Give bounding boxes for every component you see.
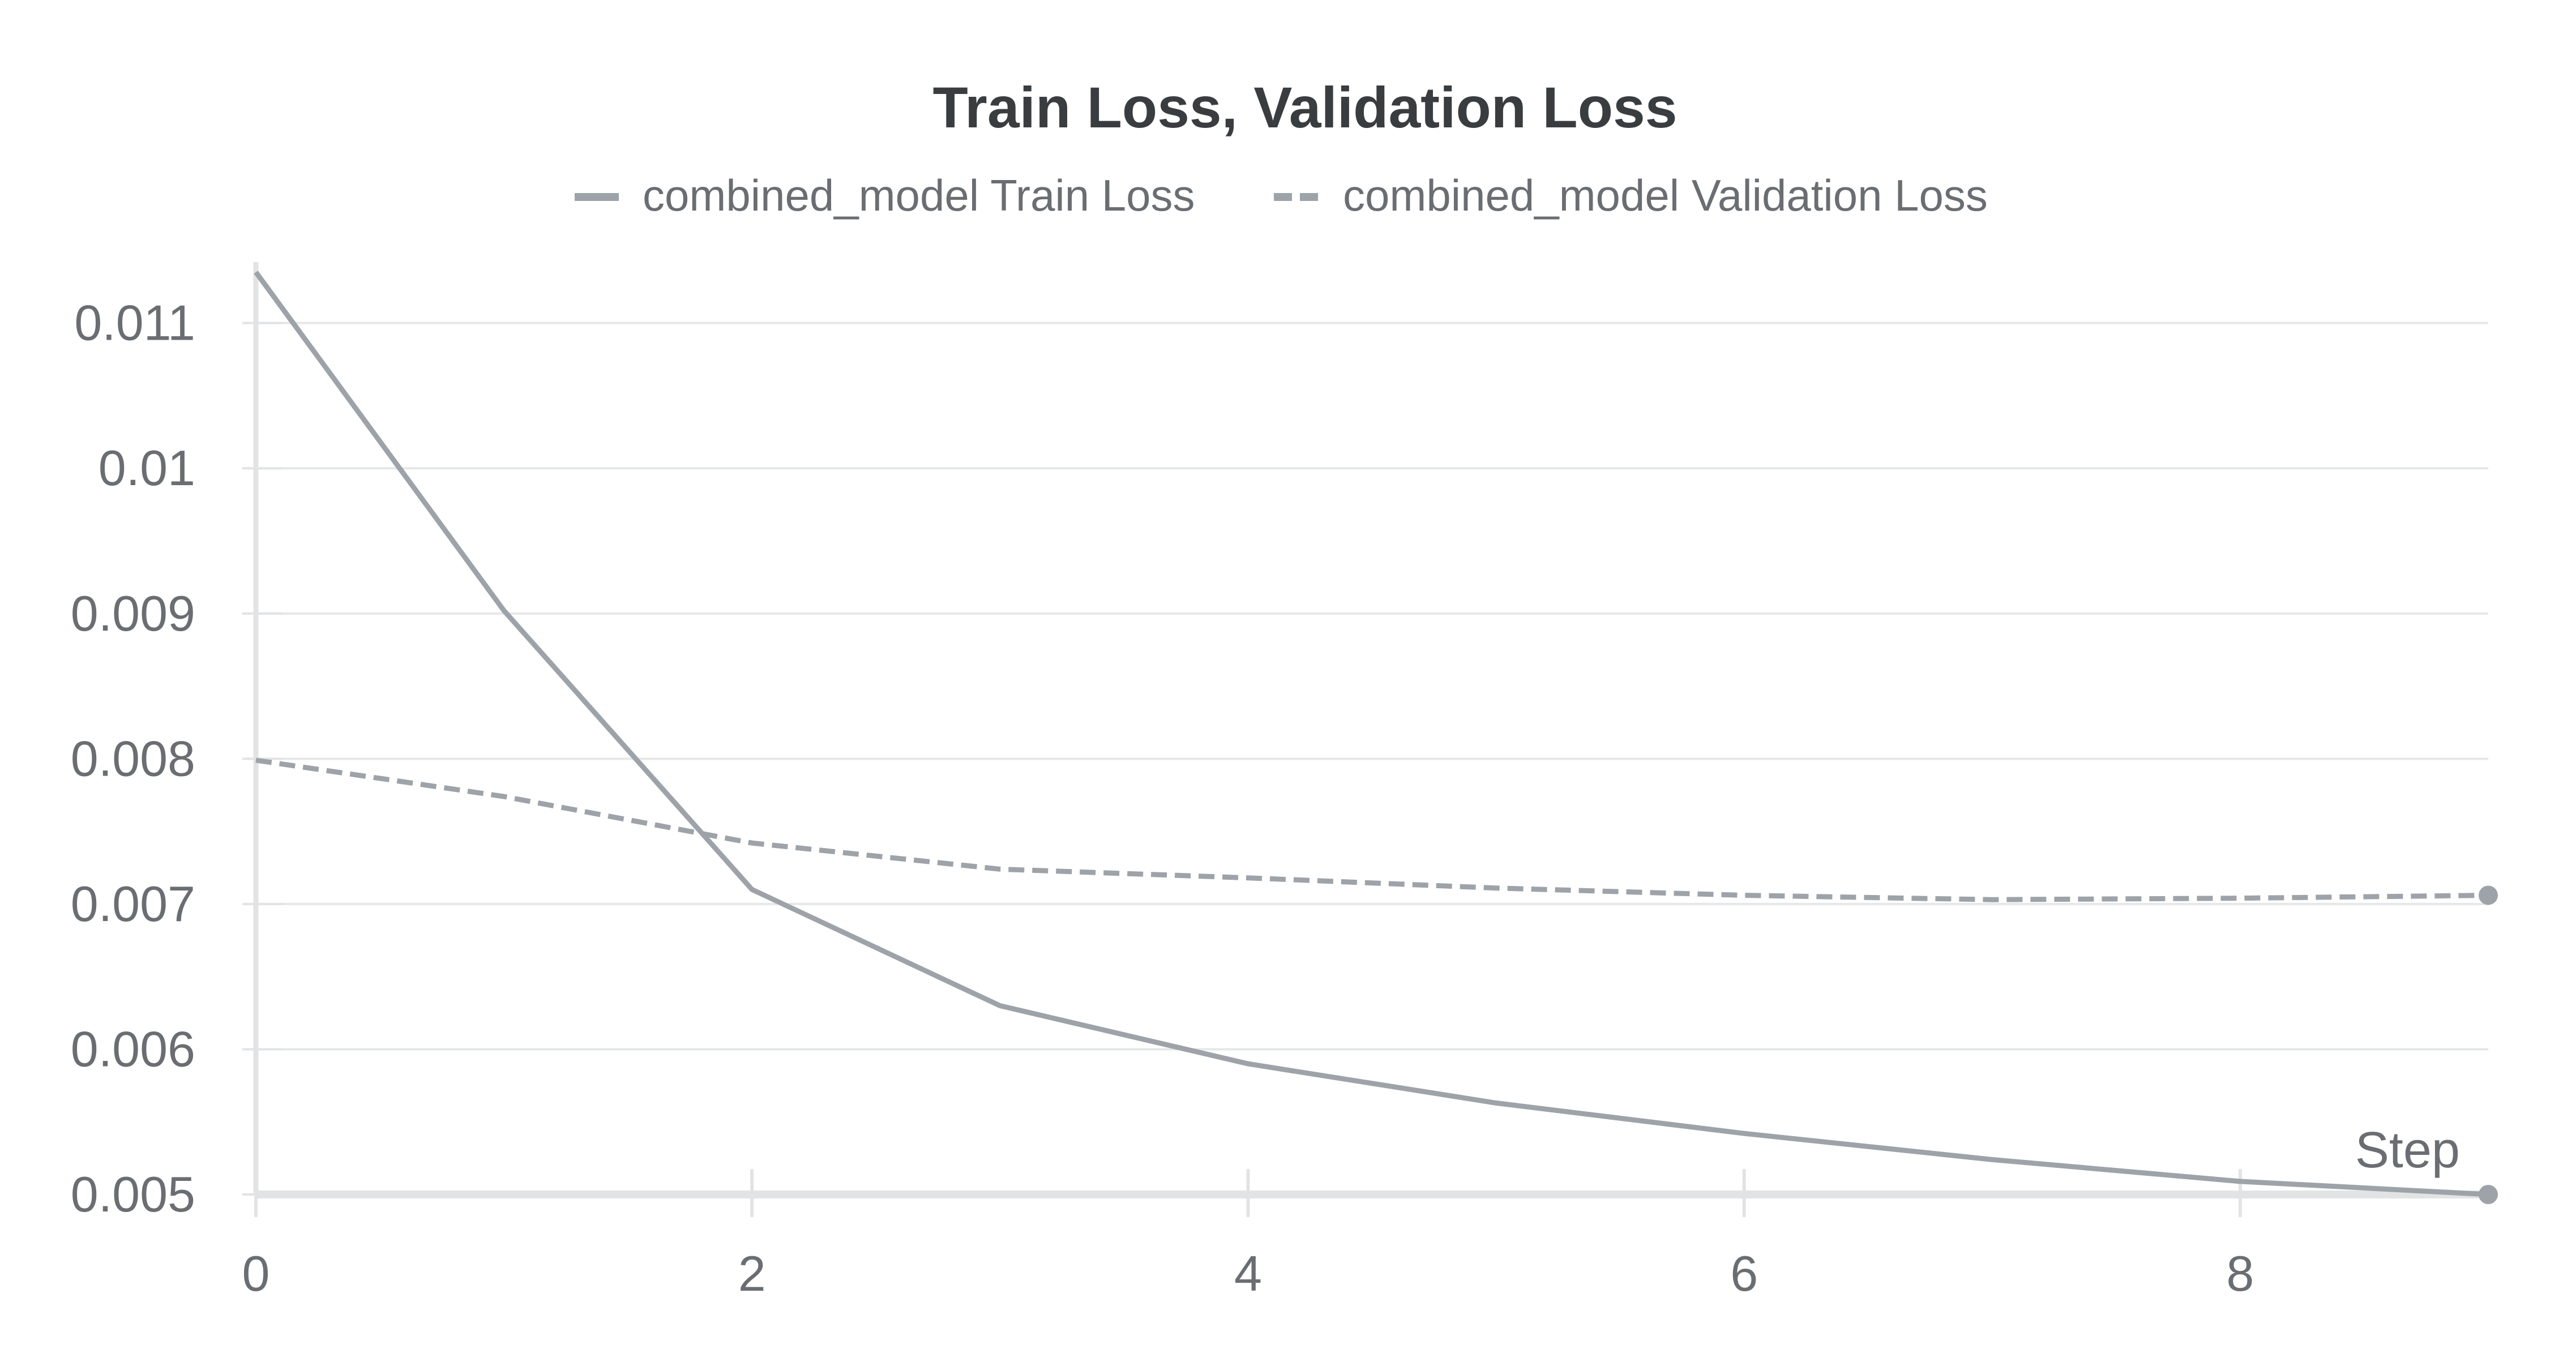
x-axis-label: Step [2355, 1122, 2460, 1179]
y-tick-label: 0.007 [71, 876, 195, 932]
x-tick-label: 0 [242, 1245, 270, 1301]
legend-label-validation-loss: combined_model Validation Loss [1343, 170, 1988, 220]
x-tick-label: 8 [2226, 1245, 2254, 1301]
y-tick-label: 0.008 [71, 730, 195, 786]
train-loss-point[interactable] [2479, 1185, 2498, 1204]
label-layer: 0.005 0.006 0.007 0.008 0.009 0.01 0.011 0 2 4 6 8 [71, 295, 2254, 1301]
y-tick-label: 0.005 [71, 1166, 195, 1222]
train-loss-line[interactable] [254, 271, 2489, 1197]
x-tick-label: 6 [1730, 1245, 1758, 1301]
y-tick-label: 0.009 [71, 585, 195, 641]
y-tick-label: 0.01 [99, 440, 195, 496]
x-tick-label: 2 [738, 1245, 766, 1301]
series-layer [254, 271, 2498, 1204]
validation-loss-point[interactable] [2479, 885, 2498, 905]
legend[interactable]: combined_model Train Loss combined_model… [575, 170, 1988, 220]
grid-layer [256, 322, 2488, 1051]
validation-loss-line[interactable] [255, 757, 2489, 902]
x-tick-label: 4 [1234, 1245, 1262, 1301]
chart-title: Train Loss, Validation Loss [933, 75, 1678, 140]
axis-layer [242, 262, 2488, 1217]
y-tick-label: 0.006 [71, 1021, 195, 1077]
y-tick-label: 0.011 [74, 295, 195, 351]
legend-label-train-loss: combined_model Train Loss [643, 170, 1195, 220]
